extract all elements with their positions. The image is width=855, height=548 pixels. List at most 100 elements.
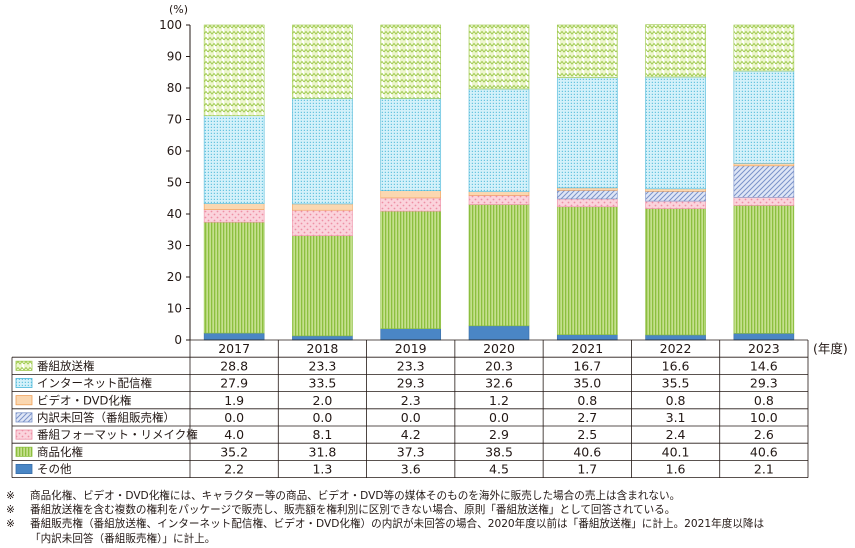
value-label: 14.6 (750, 358, 778, 373)
value-label: 2.9 (489, 427, 509, 442)
y-axis: 0 10 20 30 40 50 60 70 80 90 100 (%) (159, 3, 191, 347)
value-label: 23.3 (309, 358, 337, 373)
y-axis-unit: (%) (169, 3, 188, 16)
y-tick-label: 20 (167, 270, 182, 284)
legend-label: インターネット配信権 (37, 376, 152, 390)
y-tick-label: 100 (159, 18, 182, 32)
category-label: 2022 (660, 341, 692, 356)
legend-swatch (15, 463, 33, 474)
bar-segment (468, 325, 530, 341)
value-label: 31.8 (309, 444, 337, 459)
bar-segment (380, 98, 442, 191)
bar-segment (645, 24, 706, 78)
value-label: 2.3 (401, 393, 421, 408)
y-tick-label: 0 (174, 333, 182, 347)
bar-segment (556, 187, 618, 191)
value-label: 4.0 (224, 427, 244, 442)
value-label: 37.3 (397, 444, 425, 459)
bar-segment (468, 191, 530, 196)
footnote-2: ※ 番組放送権を含む複数の権利をパッケージで販売し、販売額を権利別に区別できない… (6, 504, 676, 517)
bar-segment (380, 197, 442, 212)
legend-label: 商品化権 (37, 445, 83, 459)
value-label: 2.2 (224, 462, 244, 477)
legend-swatch (15, 412, 33, 423)
y-tick-label: 10 (167, 302, 182, 316)
bar-segment (468, 204, 530, 327)
y-tick-label: 60 (167, 144, 182, 158)
bar-segment (380, 190, 442, 199)
value-label: 0.0 (401, 410, 421, 425)
value-label: 35.0 (573, 376, 601, 391)
value-label: 35.2 (220, 444, 248, 459)
bar-segment (733, 205, 795, 334)
value-label: 10.0 (750, 410, 778, 425)
value-label: 28.8 (220, 358, 248, 373)
category-label: 2023 (748, 341, 780, 356)
footnote-1: ※ 商品化権、ビデオ・DVD化権には、キャラクター等の商品、ビデオ・DVD等の媒… (6, 490, 681, 502)
bar-segment (468, 88, 530, 192)
y-tick-label: 40 (167, 207, 182, 221)
x-axis-unit: (年度) (813, 341, 848, 356)
value-label: 1.6 (666, 462, 686, 477)
legend-swatch (15, 429, 33, 440)
bar-segment (380, 24, 442, 99)
value-label: 27.9 (220, 376, 248, 391)
value-label: 2.6 (754, 427, 774, 442)
value-label: 40.6 (573, 444, 601, 459)
value-label: 40.1 (662, 444, 690, 459)
category-label: 2021 (571, 341, 603, 356)
value-label: 29.3 (397, 376, 425, 391)
category-label: 2020 (483, 341, 515, 356)
value-label: 29.3 (750, 376, 778, 391)
bar-segment (292, 209, 353, 237)
bar-segment (292, 98, 353, 205)
y-tick-label: 70 (167, 113, 182, 127)
legend-swatch (15, 360, 33, 371)
bar-segment (203, 24, 265, 117)
y-tick-label: 90 (167, 50, 182, 64)
value-label: 1.7 (577, 462, 597, 477)
bar-segment (203, 209, 265, 223)
bar-segment (468, 24, 530, 90)
value-label: 0.0 (224, 410, 244, 425)
footnote-3-continued: 「内訳未回答（番組販売権）」に計上。 (30, 532, 216, 545)
value-label: 0.0 (312, 410, 332, 425)
bar-segment (556, 24, 618, 78)
bar-segment (645, 191, 706, 202)
legend-label: 番組放送権 (37, 359, 95, 373)
bar-segment (556, 198, 618, 208)
value-label: 2.0 (312, 393, 332, 408)
y-tick-label: 80 (167, 81, 182, 95)
bar-segment (733, 333, 795, 341)
bar-segment (645, 208, 706, 336)
value-label: 2.5 (577, 427, 597, 442)
bar-segment (380, 210, 442, 329)
legend-label: 番組フォーマット・リメイク権 (37, 428, 198, 442)
legend-label: ビデオ・DVD化権 (37, 393, 132, 407)
category-label: 2018 (307, 341, 339, 356)
legend-swatch (15, 395, 33, 406)
bar-segment (292, 24, 353, 99)
value-label: 35.5 (662, 376, 690, 391)
value-label: 2.1 (754, 462, 774, 477)
value-label: 38.5 (485, 444, 513, 459)
value-label: 0.8 (666, 393, 686, 408)
value-label: 2.7 (577, 410, 597, 425)
bar-segment (556, 334, 618, 341)
bar-segment (203, 115, 265, 204)
bar-segment (292, 335, 353, 341)
value-label: 0.0 (489, 410, 509, 425)
bar-segment (733, 165, 795, 198)
value-label: 23.3 (397, 358, 425, 373)
value-label: 0.8 (754, 393, 774, 408)
bar-segment (645, 200, 706, 209)
y-tick-label: 50 (167, 176, 182, 190)
bar-segment (292, 203, 353, 211)
bar-segment (733, 162, 795, 167)
footnote-3: ※ 番組販売権（番組放送権、インターネット配信権、ビデオ・DVD化権）の内訳が未… (6, 518, 765, 531)
bar-segment (645, 76, 706, 190)
value-label: 20.3 (485, 358, 513, 373)
bar-segment (733, 24, 795, 72)
value-label: 16.6 (662, 358, 690, 373)
